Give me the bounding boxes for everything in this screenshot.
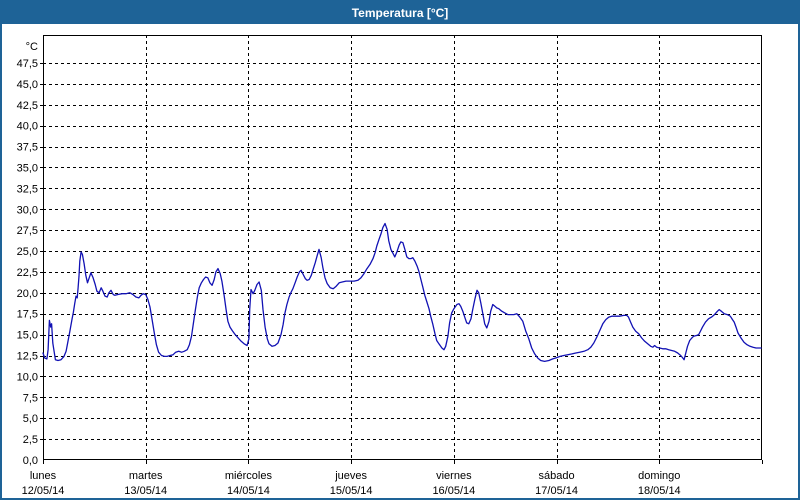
- y-axis-label: 35,0: [17, 162, 38, 174]
- y-axis-label: 20,0: [17, 288, 38, 300]
- temperature-series-line: [42, 222, 762, 363]
- x-axis-date-label: 12/05/14: [22, 485, 65, 497]
- x-axis-date-label: 17/05/14: [535, 485, 578, 497]
- plot-border: [43, 35, 762, 460]
- y-axis-label: 37,5: [17, 142, 38, 154]
- y-axis-label: 17,5: [17, 309, 38, 321]
- x-axis-date-label: 16/05/14: [432, 485, 475, 497]
- y-axis-label: 5,0: [23, 413, 38, 425]
- x-axis-date-label: 15/05/14: [330, 485, 373, 497]
- chart-title: Temperatura [°C]: [351, 6, 449, 20]
- y-axis-label: 27,5: [17, 225, 38, 237]
- x-axis-date-label: 13/05/14: [124, 485, 167, 497]
- y-axis-unit-label: °C: [26, 41, 38, 53]
- y-axis-label: 12,5: [17, 351, 38, 363]
- y-axis-label: 47,5: [17, 58, 38, 70]
- x-axis-day-label: jueves: [334, 470, 367, 482]
- chart-title-bar: Temperatura [°C]: [2, 2, 798, 24]
- y-axis-label: 2,5: [23, 434, 38, 446]
- x-axis-day-label: martes: [129, 470, 163, 482]
- y-axis-label: 15,0: [17, 330, 38, 342]
- x-axis-date-label: 14/05/14: [227, 485, 270, 497]
- y-axis-label: 0,0: [23, 455, 38, 467]
- x-axis-day-label: miércoles: [225, 470, 273, 482]
- y-axis-label: 40,0: [17, 121, 38, 133]
- y-axis-label: 45,0: [17, 79, 38, 91]
- y-axis-label: 7,5: [23, 392, 38, 404]
- x-axis-day-label: lunes: [30, 470, 57, 482]
- y-axis-label: 42,5: [17, 100, 38, 112]
- y-axis-label: 22,5: [17, 267, 38, 279]
- y-axis-label: 10,0: [17, 371, 38, 383]
- y-axis-label: 25,0: [17, 246, 38, 258]
- x-axis-day-label: sábado: [539, 470, 575, 482]
- x-axis-date-label: 18/05/14: [638, 485, 681, 497]
- x-axis-day-label: domingo: [638, 470, 680, 482]
- y-axis-label: 32,5: [17, 183, 38, 195]
- y-axis-label: 30,0: [17, 204, 38, 216]
- x-axis-day-label: viernes: [436, 470, 472, 482]
